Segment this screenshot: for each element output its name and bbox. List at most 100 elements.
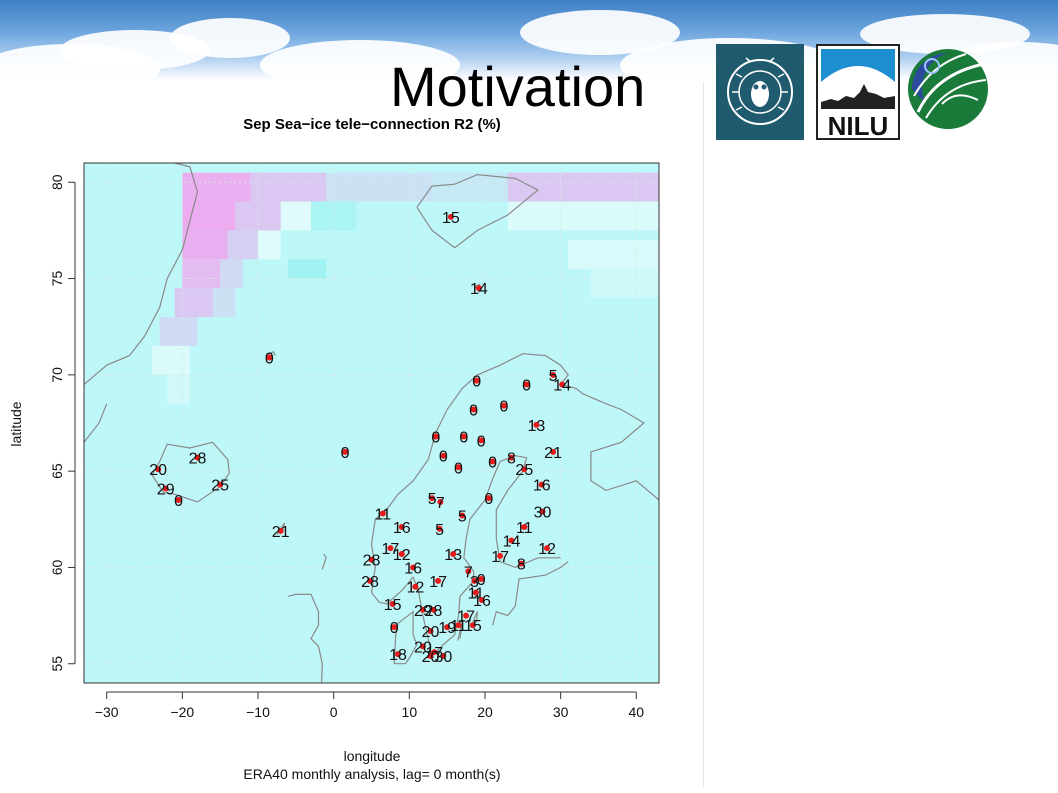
station-dot — [521, 524, 528, 530]
station-marker: 30 — [534, 505, 552, 522]
station-dot — [539, 508, 546, 515]
station-r2-label: 29 — [414, 603, 432, 620]
station-r2-label: 0 — [431, 429, 440, 446]
station-marker: 0 — [265, 351, 274, 368]
station-marker: 11 — [516, 520, 533, 537]
station-dot — [455, 464, 462, 471]
station-marker: 0 — [174, 493, 183, 510]
sea-ice-cell — [220, 259, 243, 289]
coastline-baltic-east — [492, 561, 569, 626]
station-r2-label: 12 — [538, 541, 556, 558]
station-r2-label: 18 — [389, 647, 407, 664]
station-r2-label: 16 — [404, 560, 422, 577]
station-marker: 0 — [431, 429, 440, 446]
coastline-iceland — [151, 441, 230, 503]
station-r2-label: 14 — [553, 377, 571, 394]
station-dot — [469, 622, 476, 629]
coastline-greenland — [83, 162, 199, 385]
station-r2-label: 0 — [477, 433, 486, 450]
x-tick-label: 20 — [477, 704, 493, 720]
sea-ice-cell — [182, 259, 221, 289]
station-marker: 20 — [149, 462, 167, 479]
sea-ice-cell — [326, 172, 433, 202]
station-dot — [497, 552, 504, 559]
station-dot — [419, 606, 426, 613]
station-marker: 0 — [499, 399, 508, 416]
station-marker: 16 — [404, 560, 422, 577]
station-marker: 7 — [436, 495, 445, 512]
station-dot — [471, 577, 478, 584]
station-marker: 0 — [341, 445, 350, 462]
station-r2-label: 14 — [470, 281, 488, 298]
station-r2-label: 15 — [442, 210, 460, 227]
station-dot — [489, 458, 496, 465]
station-marker: 20 — [422, 649, 440, 666]
station-dot — [478, 437, 485, 444]
station-r2-label: 7 — [436, 495, 445, 512]
station-r2-label: 8 — [517, 557, 526, 574]
station-r2-label: 5 — [428, 491, 437, 508]
station-r2-label: 0 — [459, 429, 468, 446]
station-r2-label: 0 — [439, 449, 448, 466]
y-tick-label: 80 — [49, 174, 65, 190]
x-tick-label: −20 — [170, 704, 194, 720]
station-r2-label: 15 — [384, 597, 402, 614]
station-marker: 14 — [553, 377, 571, 394]
station-marker: 28 — [425, 603, 443, 620]
sea-ice-cell — [507, 172, 659, 202]
station-r2-label: 12 — [393, 547, 411, 564]
sea-ice-cell — [250, 172, 327, 202]
station-marker: 28 — [361, 574, 379, 591]
station-marker: 25 — [515, 462, 533, 479]
station-dot — [391, 624, 398, 631]
station-dot — [521, 466, 528, 473]
station-dot — [444, 624, 451, 631]
station-marker: 18 — [389, 647, 407, 664]
station-dot — [508, 537, 515, 544]
station-marker: 20 — [414, 639, 432, 656]
station-marker: 12 — [538, 541, 556, 558]
station-dot — [450, 550, 457, 557]
station-marker: 16 — [533, 478, 551, 495]
station-r2-label: 15 — [464, 618, 482, 635]
station-marker: 25 — [211, 478, 229, 495]
station-dot — [460, 433, 467, 440]
station-dot — [478, 597, 485, 604]
station-marker: 3 — [470, 574, 479, 591]
coastline-greenland-south — [83, 403, 108, 443]
station-r2-label: 16 — [533, 478, 551, 495]
station-marker: 19 — [438, 620, 456, 637]
coastline-oland — [457, 621, 463, 641]
station-marker: 12 — [406, 580, 424, 597]
plot-frame — [83, 162, 660, 684]
station-r2-label: 0 — [341, 445, 350, 462]
station-dot — [508, 454, 515, 461]
station-r2-label: 25 — [515, 462, 533, 479]
station-r2-label: 0 — [477, 572, 486, 589]
station-marker: 0 — [522, 377, 531, 394]
cloud — [260, 40, 460, 80]
station-r2-label: 19 — [438, 620, 456, 637]
station-marker: 29 — [157, 481, 175, 498]
station-r2-label: 13 — [528, 418, 546, 435]
station-dot — [455, 622, 462, 629]
station-marker: 5 — [435, 522, 444, 539]
station-dot — [266, 354, 273, 361]
x-tick-label: −10 — [246, 704, 270, 720]
station-marker: 15 — [464, 618, 482, 635]
station-dot — [387, 545, 394, 552]
station-r2-label: 16 — [393, 520, 411, 537]
coastlines — [83, 162, 660, 684]
station-dot — [398, 524, 405, 530]
sea-ice-cell — [288, 259, 327, 279]
station-dot — [175, 497, 182, 504]
station-marker: 13 — [444, 547, 462, 564]
station-dot — [277, 527, 284, 534]
station-r2-label: 0 — [488, 455, 497, 472]
station-r2-label: 11 — [516, 520, 533, 537]
coastline-scotland — [288, 593, 323, 684]
station-marker: 5 — [549, 368, 558, 385]
station-r2-label: 0 — [390, 620, 399, 637]
station-marker: 8 — [517, 557, 526, 574]
